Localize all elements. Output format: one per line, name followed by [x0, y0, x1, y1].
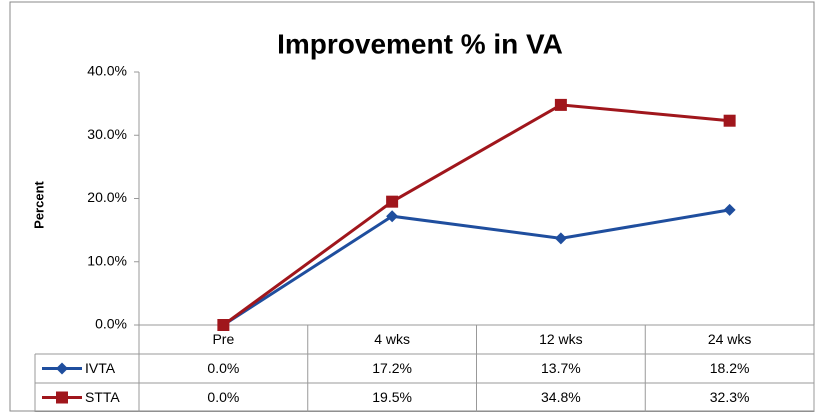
- line: [222, 208, 730, 327]
- marker: [554, 232, 567, 245]
- table-cell: 18.2%: [710, 360, 750, 376]
- chart-border: [9, 1, 815, 412]
- y-tick-label: 20.0%: [87, 189, 127, 205]
- y-tick-label: 40.0%: [87, 63, 127, 79]
- y-axis-label: Percent: [31, 180, 46, 228]
- marker: [217, 319, 230, 331]
- x-tick-label: Pre: [212, 331, 234, 347]
- marker: [554, 98, 567, 111]
- table-cell: 0.0%: [207, 360, 239, 376]
- marker: [723, 114, 736, 127]
- legend-label: IVTA: [85, 360, 116, 376]
- y-tick-label: 30.0%: [87, 126, 127, 142]
- chart-title: Improvement % in VA: [277, 28, 563, 59]
- marker: [723, 203, 736, 216]
- table-cell: 32.3%: [710, 389, 750, 405]
- table-cell: 17.2%: [372, 360, 412, 376]
- marker: [56, 391, 68, 404]
- table-cell: 13.7%: [541, 360, 581, 376]
- y-tick-label: 10.0%: [87, 252, 127, 268]
- marker: [386, 195, 399, 208]
- x-tick-label: 12 wks: [539, 331, 583, 347]
- y-tick-label: 0.0%: [95, 316, 127, 332]
- table-cell: 19.5%: [372, 389, 412, 405]
- line: [222, 103, 730, 327]
- table-cell: 0.0%: [207, 389, 239, 405]
- marker: [56, 362, 68, 375]
- legend-label: STTA: [85, 389, 120, 405]
- marker: [386, 210, 399, 223]
- x-tick-label: 24 wks: [708, 331, 752, 347]
- table-cell: 34.8%: [541, 389, 581, 405]
- x-tick-label: 4 wks: [374, 331, 410, 347]
